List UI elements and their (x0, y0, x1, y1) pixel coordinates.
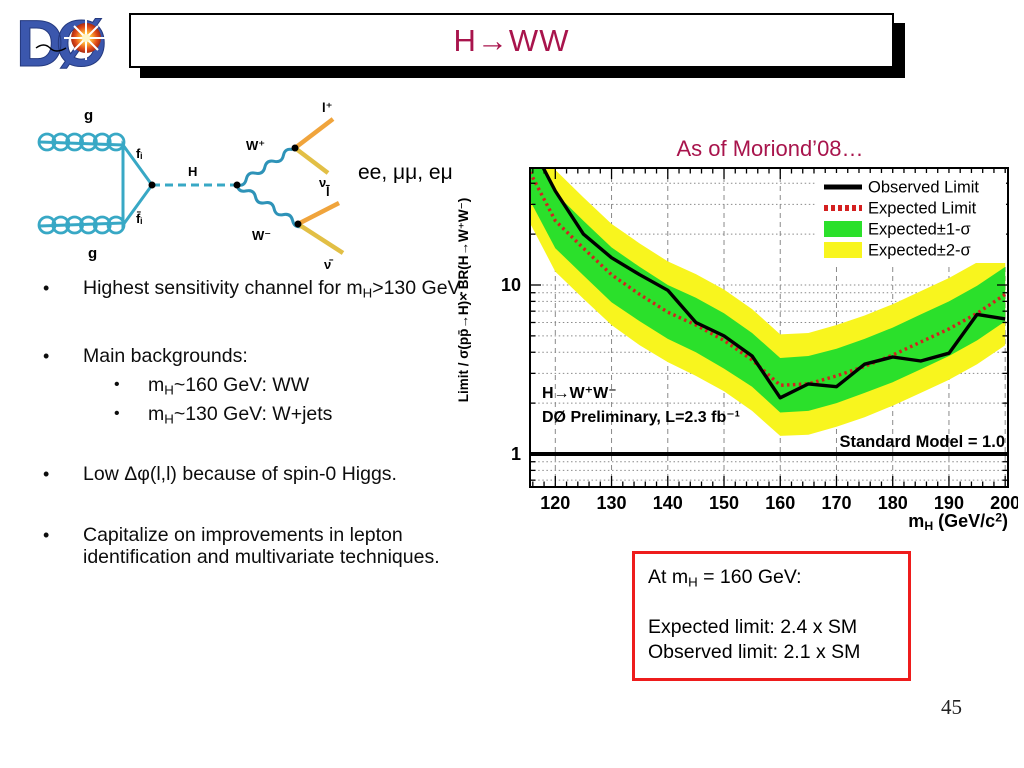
bullet-sub: H (164, 382, 174, 398)
feynman-diagram: g g fᵢ f̄ᵢ H W⁺ W⁻ l⁺ ν l̄ ν̄ (37, 100, 345, 272)
bullet-text: m (148, 402, 165, 425)
result-text: = 160 GeV: (697, 566, 802, 588)
bullet-item: Low Δφ(l,l) because of spin-0 Higgs. (30, 463, 500, 486)
result-box: At mH = 160 GeV: Expected limit: 2.4 x S… (632, 551, 911, 681)
x-tick-label: 160 (765, 493, 795, 513)
x-tick-label: 190 (934, 493, 964, 513)
bullet-text: >130 GeV. (372, 277, 465, 299)
x-tick-label: 120 (540, 493, 570, 513)
result-text: At m (648, 566, 689, 588)
neutrino-label: ν (319, 175, 326, 190)
limit-plot: Limit / σ(pp̄→H)× BR(H→W⁺W⁻) 120 130 140 15… (440, 160, 1020, 538)
bullet-item-sub: mH~160 GeV: WW (30, 374, 500, 397)
x-tick-label: 200 (990, 493, 1018, 513)
result-line-blank (648, 590, 896, 615)
fermion-label: fᵢ (136, 146, 142, 161)
chart-canvas: 120 130 140 150 160 170 180 190 200 1 10 Observed L… (501, 167, 1020, 513)
x-axis-label-sup: 2 (995, 510, 1002, 525)
bullet-text: m (148, 374, 165, 396)
logo-detector-sketch (35, 44, 67, 52)
w-minus-label: W⁻ (252, 228, 271, 243)
x-axis-label-end: ) (1002, 511, 1008, 531)
result-line-expected: Expected limit: 2.4 x SM (648, 616, 858, 638)
legend-swatch-band (824, 221, 862, 237)
channel-annotation: H→W⁺W⁻ (542, 385, 617, 402)
legend-label: Expected±1-σ (868, 221, 971, 239)
w-plus-label: W⁺ (246, 138, 265, 153)
gluon-lines (39, 140, 124, 228)
bullet-text: ~160 GeV: WW (173, 374, 310, 396)
fermion-loop-triangle (121, 140, 154, 230)
channels-label: ee, μμ, eμ (358, 161, 453, 184)
gluon-top-label: g (84, 107, 93, 124)
experiment-annotation: DØ Preliminary, L=2.3 fb⁻¹ (542, 409, 740, 426)
x-tick-label: 150 (709, 493, 739, 513)
bullet-text: Capitalize on improvements in lepton ide… (83, 523, 440, 569)
y-tick-label: 1 (511, 444, 521, 464)
chart-caption: As of Moriond’08… (676, 136, 864, 161)
chart-legend: Observed Limit Expected Limit Expected±1-σ… (816, 173, 1006, 263)
d0-logo: DØ (16, 6, 114, 77)
bullet-text: ~130 GeV: W+jets (173, 402, 333, 425)
x-tick-label: 130 (597, 493, 627, 513)
lepton-bar-label: l̄ (326, 184, 330, 199)
x-tick-label: 180 (878, 493, 908, 513)
page-number: 45 (941, 695, 962, 719)
legend-swatch-band (824, 242, 862, 258)
expected-limit-line (530, 168, 1007, 388)
bullet-sub: H (362, 285, 373, 301)
w-minus-line (235, 184, 303, 229)
legend-label: Expected±2-σ (868, 242, 971, 260)
x-axis-label-sub: H (924, 519, 934, 534)
higgs-label: H (188, 164, 197, 179)
antineutrino-label: ν̄ (324, 257, 333, 272)
x-axis-label: mH (GeV/c2) (780, 511, 1008, 532)
bullet-text: Main backgrounds: (83, 344, 248, 367)
x-axis-label-pre: m (908, 511, 925, 531)
title-banner: H→WW (129, 13, 894, 68)
x-tick-label: 170 (821, 493, 851, 513)
bullet-list: Highest sensitivity channel for mH>130 G… (30, 277, 500, 569)
lepton-plus-label: l⁺ (322, 100, 332, 115)
bullet-item: Highest sensitivity channel for mH>130 G… (30, 277, 500, 300)
bullet-item: Main backgrounds: (30, 345, 500, 368)
bullet-item-sub: mH~130 GeV: W+jets (30, 403, 500, 426)
band-1sigma (530, 168, 1006, 413)
x-tick-label: 140 (653, 493, 683, 513)
chart-frame (529, 167, 1009, 488)
slide-title: H→WW (453, 22, 570, 58)
bullet-sub: H (164, 410, 174, 426)
result-line-observed: Observed limit: 2.1 x SM (648, 641, 861, 663)
sm-annotation: Standard Model = 1.0 (840, 433, 1006, 451)
y-tick-label: 10 (501, 275, 521, 295)
bullet-text: Highest sensitivity channel for m (83, 277, 363, 299)
logo-star-center (82, 34, 90, 42)
lepton-lines (293, 117, 345, 255)
x-axis-label-mid: (GeV/c (933, 511, 996, 531)
bullet-item: Capitalize on improvements in lepton ide… (30, 524, 500, 569)
antifermion-label: f̄ᵢ (136, 211, 142, 226)
result-line-1: At mH = 160 GeV: (648, 565, 896, 590)
vertex-dots (148, 144, 302, 228)
legend-label: Expected Limit (868, 200, 977, 218)
observed-limit-line (541, 168, 1006, 400)
gluon-bottom-label: g (88, 245, 97, 262)
gluon-coils (37, 132, 126, 235)
bullet-text: Low Δφ(l,l) because of spin-0 Higgs. (83, 463, 397, 485)
w-plus-line (236, 147, 293, 187)
legend-label: Observed Limit (868, 179, 979, 197)
result-sub: H (688, 574, 698, 590)
